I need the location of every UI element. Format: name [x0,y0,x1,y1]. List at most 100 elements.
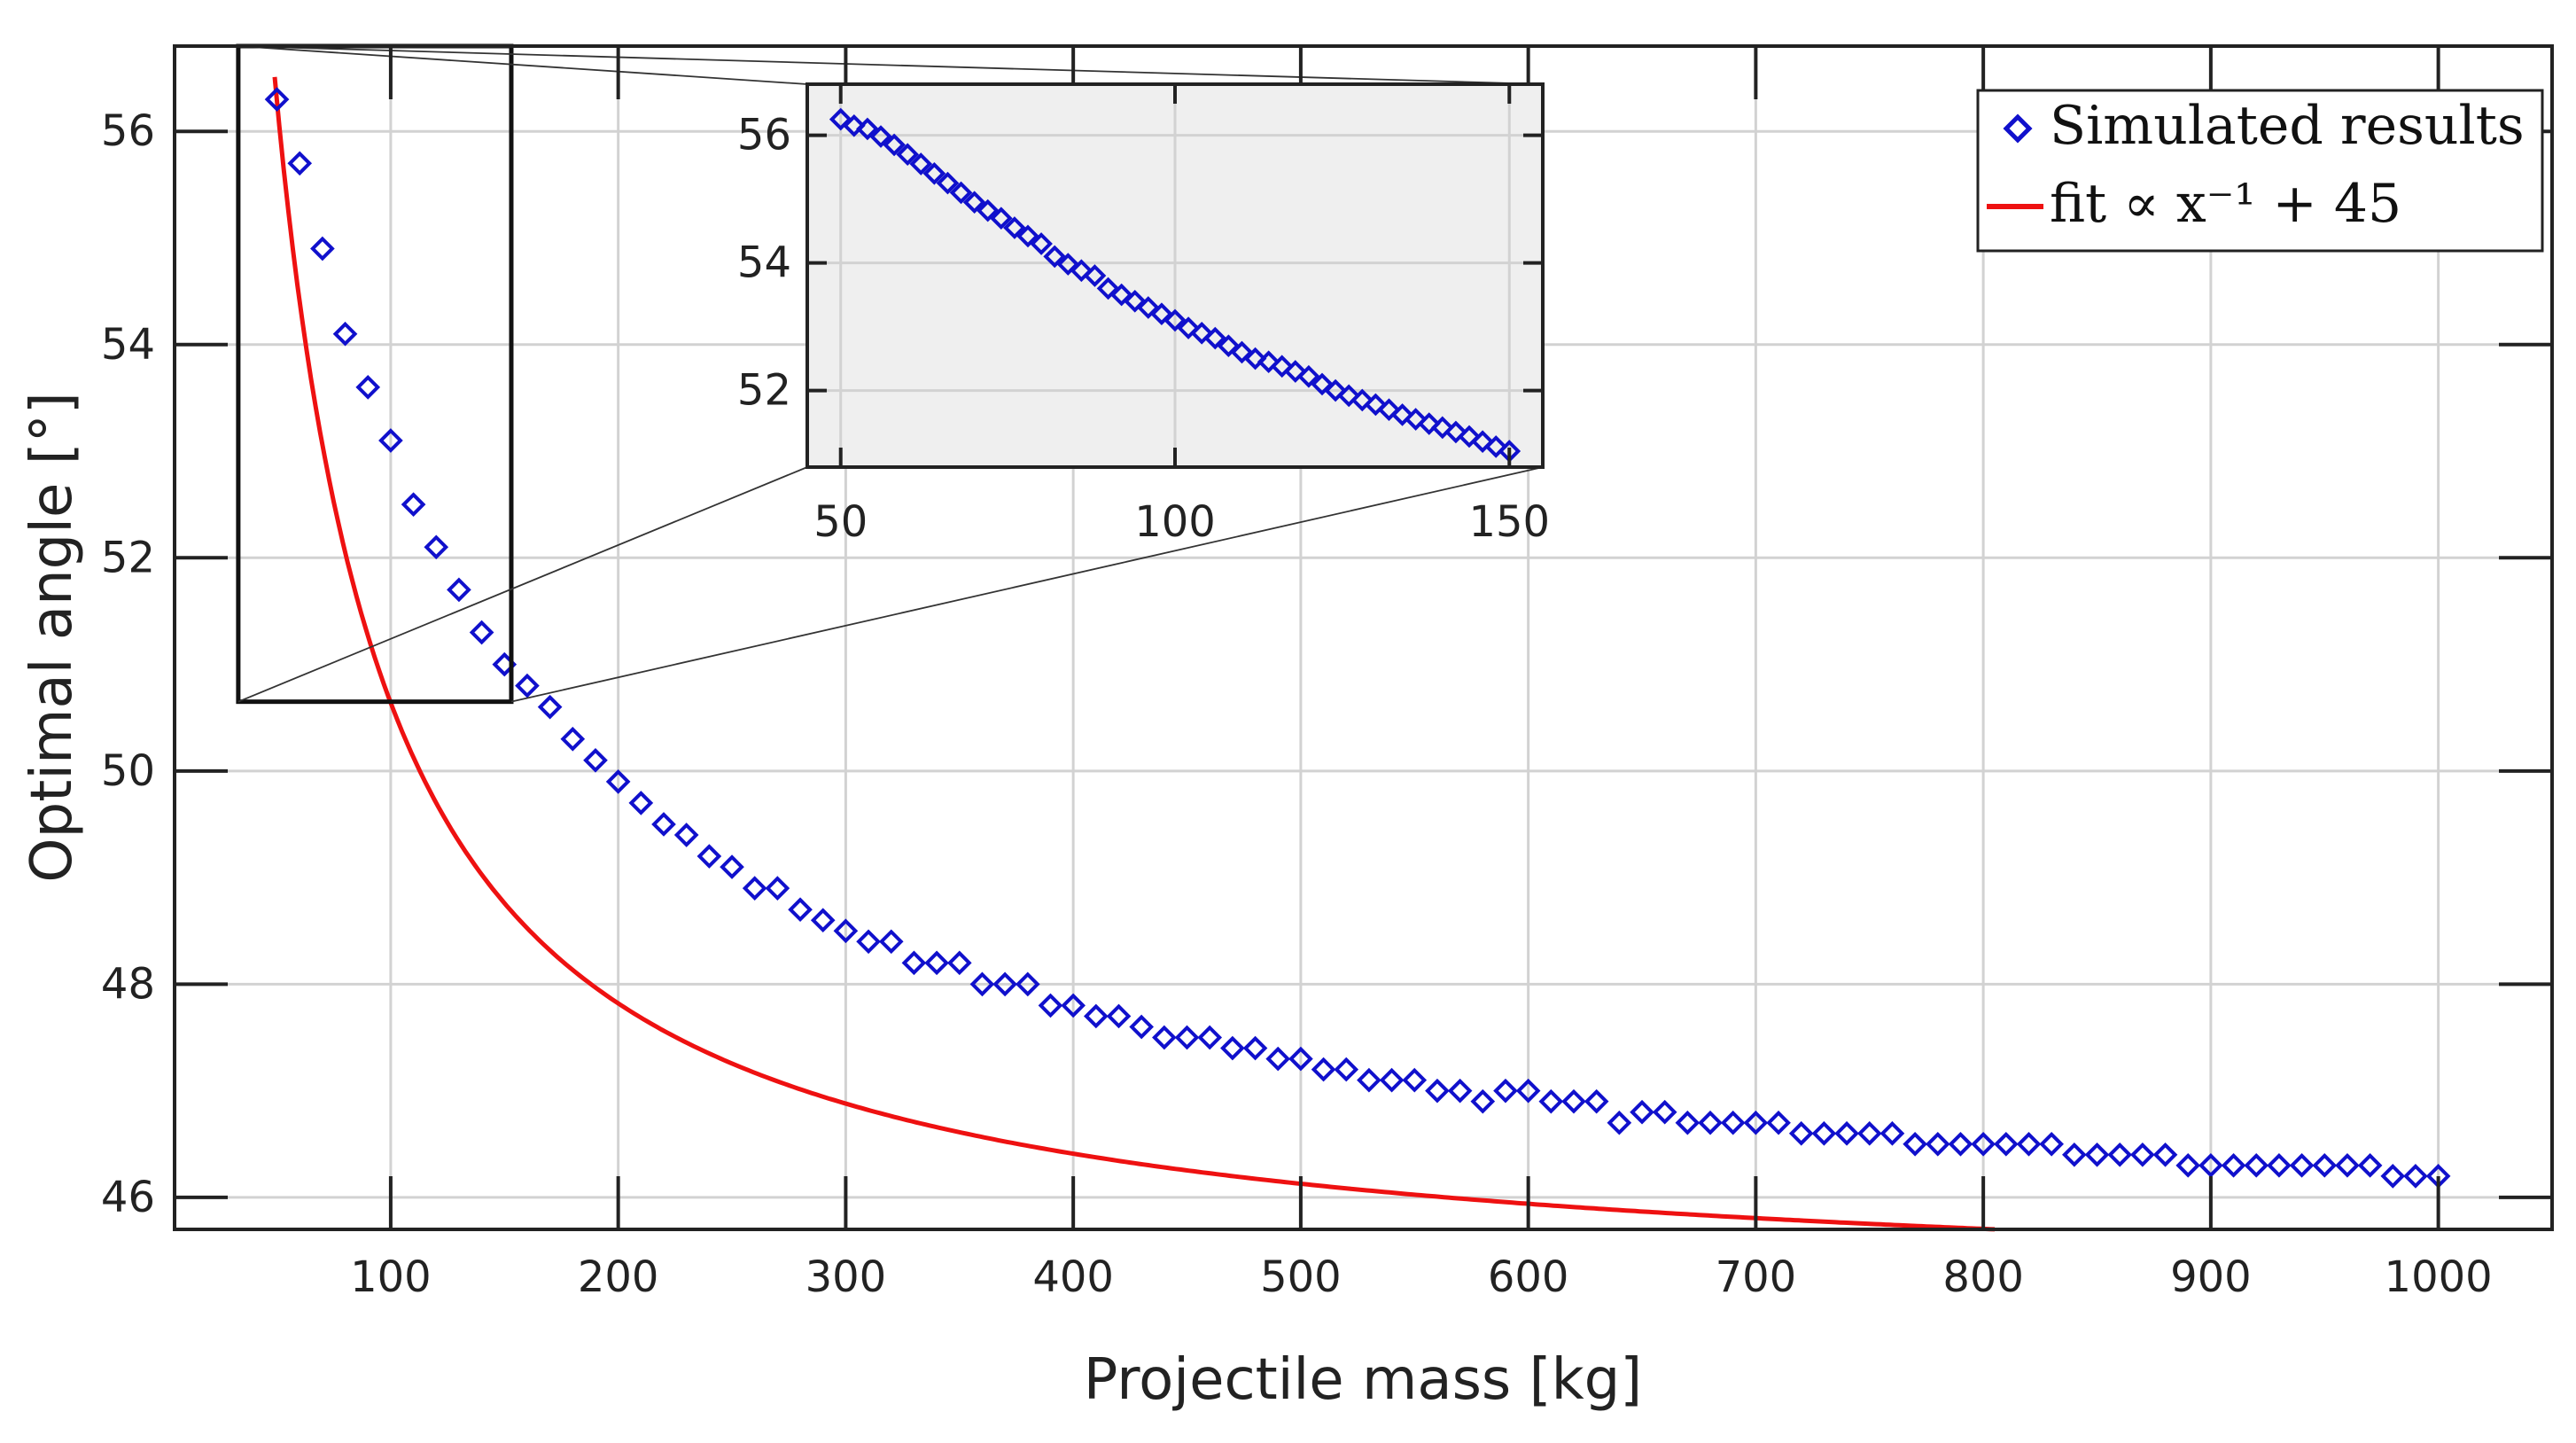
x-tick-label: 900 [2170,1252,2252,1302]
data-point [720,854,744,879]
y-tick-label: 52 [101,533,155,582]
data-point [651,812,676,837]
data-point [1425,1078,1450,1104]
data-point [1515,1078,1541,1104]
y-tick-label: 46 [101,1173,155,1222]
legend-label-simulated: Simulated results [2050,95,2525,157]
data-point [1561,1088,1586,1114]
inset-data-point [1123,289,1147,313]
inset-data-point [1471,430,1494,454]
data-point [1675,1110,1700,1135]
data-point [1152,1025,1177,1050]
data-point [1197,1025,1223,1050]
inset-data-point [1364,393,1388,417]
x-tick-label: 300 [805,1252,887,1302]
data-point [1856,1120,1882,1146]
data-point [1470,1088,1496,1114]
data-point [765,876,790,901]
data-point [2062,1142,2087,1167]
inset-data-point [1377,398,1401,422]
x-tick-label: 500 [1260,1252,1342,1302]
y-tick-label: 54 [101,320,155,370]
data-point [969,971,995,997]
zoom-connector-line [237,45,1544,85]
main-plot-frame [173,44,2554,1231]
data-point [628,791,654,815]
inset-data-point [1270,355,1294,378]
legend-label-fit: fit ∝ x⁻¹ + 45 [2050,173,2401,235]
data-point [1811,1120,1837,1146]
x-axis-label: Projectile mass [kg] [1084,1347,1642,1413]
data-point [924,950,949,976]
inset-data-point [1136,296,1160,319]
data-point [1607,1110,1632,1135]
main-y-tick-labels: 46 48 50 52 54 56 [101,106,155,1222]
inset-data-point [936,171,960,195]
inset-data-point [962,191,986,214]
y-tick-label: 56 [101,106,155,156]
data-point [673,823,699,847]
data-point [1402,1067,1428,1093]
data-point [1311,1057,1336,1082]
data-point [992,971,1017,997]
x-tick-label: 50 [813,497,868,547]
data-point [1584,1088,1609,1114]
data-point [355,375,381,400]
inset-data-point [1070,259,1093,283]
data-point [788,897,813,923]
inset-data-point [1203,326,1227,350]
data-point [2403,1164,2428,1189]
data-point [1061,993,1086,1018]
inset-data-point [1430,416,1454,440]
data-point [1879,1120,1905,1146]
data-point [697,844,722,869]
inset-data-point [1283,360,1307,383]
x-tick-label: 400 [1032,1252,1114,1302]
inset-data-point [1096,277,1120,300]
x-tick-label: 1000 [2385,1252,2493,1302]
data-point [1038,993,1063,1018]
data-point [2039,1131,2064,1157]
data-point [401,492,426,517]
data-point [1083,1003,1109,1029]
data-point [560,726,586,752]
data-point [264,87,290,112]
data-point [1948,1131,1973,1157]
data-point [1447,1078,1473,1104]
inset-data-point [1404,408,1428,431]
zoom-connector-line [237,466,808,703]
data-point [2267,1153,2292,1178]
inset-data-point [1177,316,1200,339]
data-point [2152,1142,2178,1167]
main-x-tick-labels: 100 200 300 400 500 600 700 800 900 1000 [350,1252,2493,1302]
data-point [833,918,859,944]
data-point [583,747,608,773]
inset-data-point [1109,283,1133,307]
data-point [2380,1164,2406,1189]
inset-data-point [922,161,946,185]
data-point [605,769,631,794]
inset-data-point [976,199,1000,222]
data-point [515,673,540,698]
data-point [1174,1025,1200,1050]
x-tick-label: 200 [578,1252,659,1302]
inset-data-point [1030,232,1053,255]
x-tick-label: 700 [1716,1252,1797,1302]
data-point [1493,1078,1518,1104]
inset-data-point [989,207,1013,230]
data-point [2289,1153,2315,1178]
data-point [2130,1142,2155,1167]
data-point [1743,1110,1769,1135]
inset-data-point [1217,334,1241,358]
y-tick-label: 56 [737,111,791,160]
main-fit-line [272,76,1996,1232]
data-point [1220,1035,1245,1061]
data-point [2016,1131,2042,1157]
data-point [1334,1057,1359,1082]
data-point [469,620,494,645]
inset-data-point [1444,420,1467,444]
inset-data-point [1083,264,1107,287]
x-tick-label: 800 [1942,1252,2024,1302]
inset-data-point [896,143,920,167]
